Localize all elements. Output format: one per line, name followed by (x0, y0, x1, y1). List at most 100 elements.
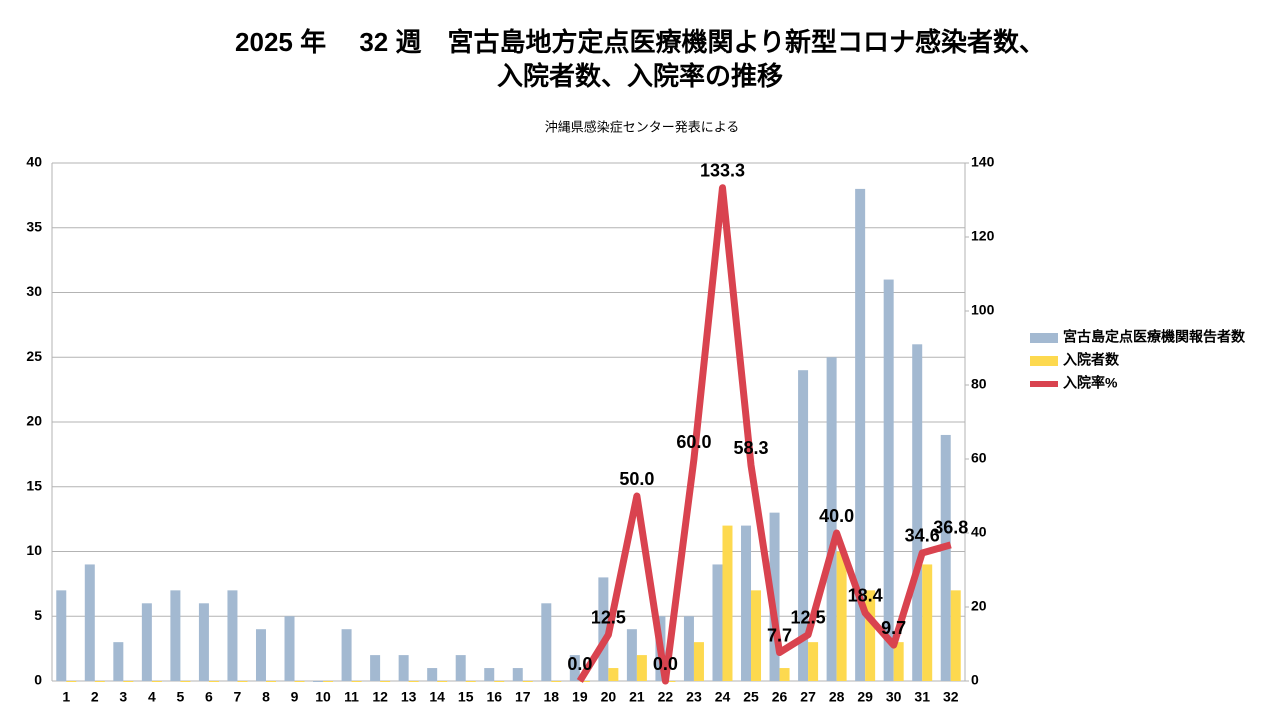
legend-label: 宮古島定点医療機関報告者数 (1063, 329, 1246, 345)
x-tick-label: 10 (315, 689, 331, 705)
data-label: 18.4 (848, 586, 883, 606)
bar (141, 603, 152, 681)
x-tick-label: 9 (291, 689, 299, 705)
data-label: 34.6 (905, 526, 940, 546)
data-label: 7.7 (767, 625, 792, 645)
data-label: 36.8 (933, 518, 968, 538)
bar (427, 668, 438, 681)
chart-title: 2025 年 32 週 宮古島地方定点医療機関より新型コロナ感染者数、 (235, 27, 1045, 57)
bar (455, 655, 466, 681)
x-tick-label: 27 (800, 689, 816, 705)
y2-tick-label: 100 (971, 302, 995, 318)
bar (84, 564, 95, 681)
x-tick-label: 24 (715, 689, 731, 705)
bar (237, 681, 248, 682)
y2-tick-label: 0 (971, 672, 979, 688)
y-tick-label: 10 (26, 542, 42, 558)
bar (626, 629, 637, 681)
bar (465, 681, 476, 682)
y2-tick-label: 20 (971, 598, 987, 614)
y-tick-label: 0 (34, 672, 42, 688)
bar (255, 629, 266, 681)
bar (922, 564, 933, 681)
bar (665, 681, 676, 682)
line (576, 184, 952, 685)
x-tick-label: 23 (686, 689, 702, 705)
bar (180, 681, 191, 682)
bar (569, 655, 580, 681)
x-tick-label: 6 (205, 689, 213, 705)
bar (437, 681, 448, 682)
x-tick-label: 20 (601, 689, 617, 705)
x-tick-label: 18 (544, 689, 560, 705)
bar (265, 681, 276, 682)
bar (826, 357, 837, 681)
x-tick-label: 12 (372, 689, 388, 705)
bar (893, 642, 904, 681)
legend-label: 入院率% (1063, 375, 1118, 391)
bar (579, 681, 590, 682)
bar (323, 681, 334, 682)
x-tick-label: 13 (401, 689, 417, 705)
x-tick-label: 8 (262, 689, 270, 705)
bar (370, 655, 381, 681)
bar (198, 603, 209, 681)
y2-tick-label: 40 (971, 524, 987, 540)
x-tick-label: 15 (458, 689, 474, 705)
data-label: 0.0 (567, 654, 592, 674)
y-tick-label: 15 (26, 477, 42, 493)
y2-tick-label: 80 (971, 376, 987, 392)
bar (808, 642, 819, 681)
x-tick-label: 21 (629, 689, 645, 705)
y-tick-label: 35 (26, 218, 42, 234)
bar (722, 525, 733, 681)
bar (56, 590, 67, 681)
bar (636, 655, 647, 681)
data-label: 9.7 (881, 618, 906, 638)
x-tick-label: 32 (943, 689, 959, 705)
y2-tick-label: 120 (971, 228, 995, 244)
legend-swatch (1030, 356, 1058, 366)
y-tick-label: 40 (26, 154, 42, 170)
data-label: 12.5 (591, 608, 626, 628)
chart-title: 入院者数、入院率の推移 (497, 61, 783, 91)
y-tick-label: 5 (34, 607, 42, 623)
bar (113, 642, 124, 681)
bar (541, 603, 552, 681)
y-tick-label: 20 (26, 413, 42, 429)
data-label: 60.0 (676, 432, 711, 452)
bar (66, 681, 77, 682)
bar (855, 188, 866, 681)
bar (494, 681, 505, 682)
x-tick-label: 2 (91, 689, 99, 705)
bar (608, 668, 619, 681)
bar (123, 681, 134, 682)
legend-swatch (1030, 381, 1058, 387)
bar (912, 344, 923, 681)
bar (950, 590, 961, 681)
x-tick-label: 1 (62, 689, 70, 705)
bar (865, 590, 876, 681)
bar (208, 681, 219, 682)
x-tick-label: 28 (829, 689, 845, 705)
bar (227, 590, 238, 681)
legend-swatch (1030, 333, 1058, 343)
x-tick-label: 25 (743, 689, 759, 705)
y2-tick-label: 140 (971, 154, 995, 170)
x-tick-label: 11 (344, 689, 359, 705)
x-tick-label: 5 (176, 689, 184, 705)
bar (741, 525, 752, 681)
bar (693, 642, 704, 681)
bar (380, 681, 391, 682)
data-label: 133.3 (700, 161, 745, 181)
bar (512, 668, 523, 681)
bar (484, 668, 495, 681)
data-label: 12.5 (791, 608, 826, 628)
bar (598, 577, 609, 681)
x-tick-label: 14 (429, 689, 445, 705)
x-tick-label: 26 (772, 689, 788, 705)
bar (751, 590, 762, 681)
bar (522, 681, 533, 682)
bar (940, 434, 951, 681)
bar (836, 551, 847, 681)
